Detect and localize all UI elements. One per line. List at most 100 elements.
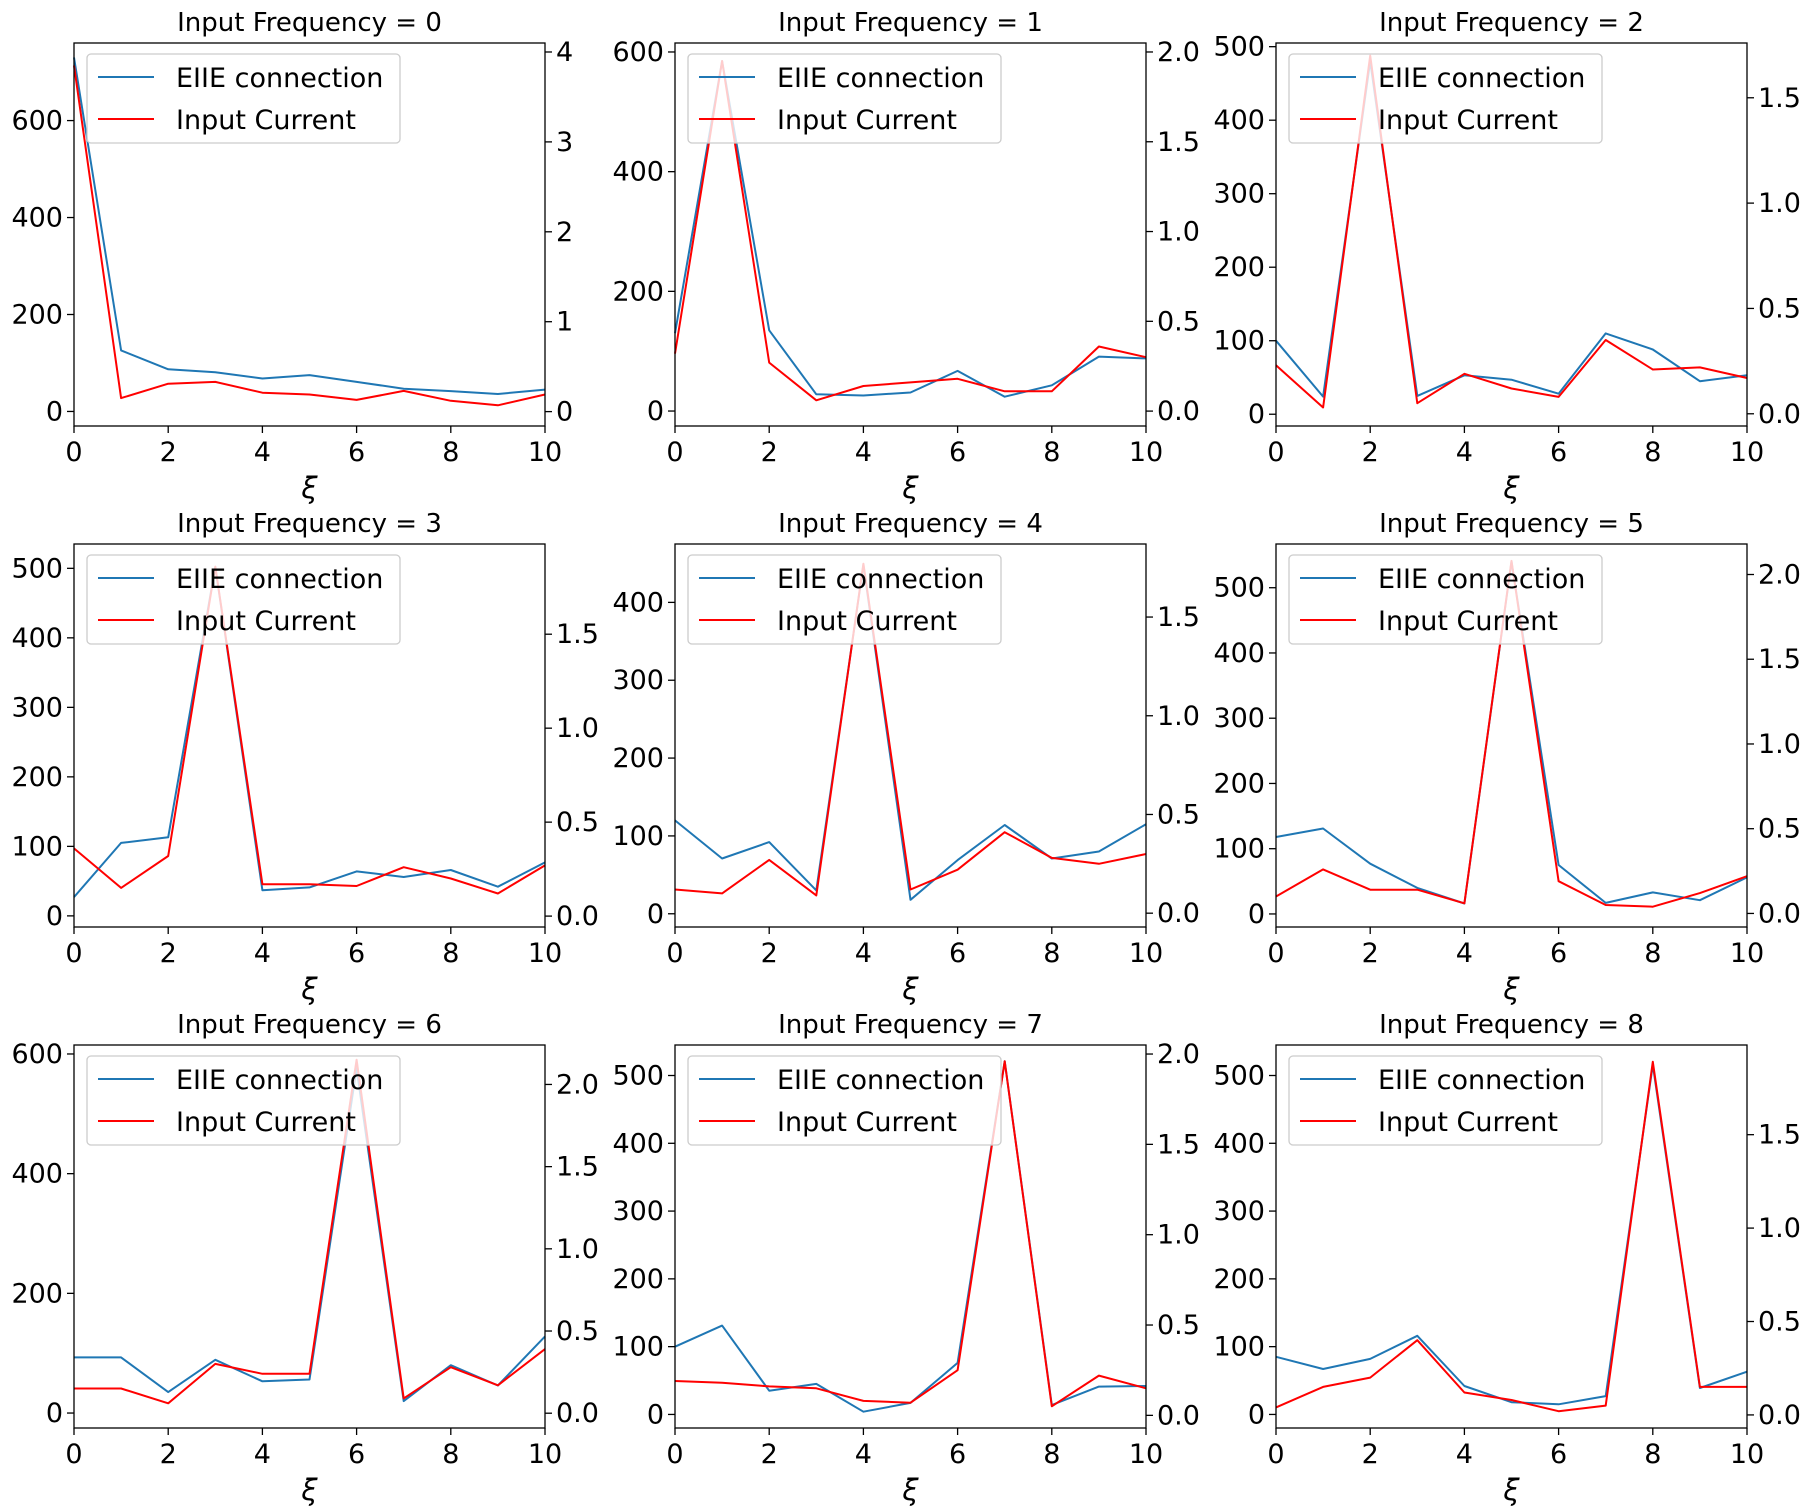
x-tick-label: 8: [1644, 437, 1661, 468]
legend-box: [86, 1055, 401, 1146]
y-left-tick-label: 400: [612, 1128, 664, 1159]
subplot-title: Input Frequency = 8: [1379, 1010, 1644, 1040]
x-axis-label: ξ: [300, 471, 318, 505]
y-left-tick-label: 600: [11, 1039, 63, 1070]
y-right-tick-label: 0: [556, 397, 573, 428]
y-left-tick-label: 0: [647, 899, 664, 930]
y-right-tick-label: 2.0: [1758, 560, 1801, 591]
legend-input-label: Input Current: [1378, 606, 1558, 637]
x-axis-label: ξ: [901, 471, 919, 505]
y-right-tick-label: 0.0: [1758, 898, 1801, 929]
x-tick-label: 2: [1362, 938, 1379, 969]
subplot-6: Input Frequency = 6 0 2 4 6 8 10 0 200 400 600 0.0 0…: [11, 1010, 599, 1507]
y-left-tick-label: 300: [1213, 179, 1265, 210]
axes-frame: [1275, 543, 1748, 928]
legend-eiie-label: EIIE connection: [1378, 564, 1585, 595]
subplot-title: Input Frequency = 2: [1379, 8, 1644, 38]
y-left-tick-label: 0: [46, 396, 63, 427]
y-right-tick-label: 1.0: [1157, 217, 1200, 248]
x-tick-label: 8: [1644, 938, 1661, 969]
legend-box: [687, 53, 1002, 144]
eiie-connection-line: [73, 57, 546, 395]
legend: EIIE connection Input Current: [687, 53, 1002, 144]
legend-eiie-label: EIIE connection: [1378, 1065, 1585, 1096]
x-tick-label: 6: [348, 437, 365, 468]
y-left-tick-label: 300: [1213, 1196, 1265, 1227]
y-right-tick-label: 1.0: [1758, 1213, 1801, 1244]
subplot-1: Input Frequency = 1 0 2 4 6 8 10 0 200 400 600 0.0 0…: [612, 8, 1200, 505]
y-left-tick-label: 0: [1248, 1399, 1265, 1430]
input-current-line: [1275, 54, 1748, 409]
y-right-tick-label: 3: [556, 127, 573, 158]
x-tick-label: 2: [761, 938, 778, 969]
input-current-line: [74, 1058, 546, 1405]
x-tick-label: 10: [1730, 437, 1764, 468]
y-right-tick-label: 0.0: [1758, 399, 1801, 430]
x-tick-label: 2: [160, 1439, 177, 1470]
y-right-tick-label: 2: [556, 217, 573, 248]
x-tick-label: 0: [1267, 437, 1284, 468]
y-right-tick-label: 2.0: [1157, 37, 1200, 68]
subplot-3: Input Frequency = 30 2 4 6 8 1001002003004005…: [11, 509, 599, 1006]
y-left-tick-label: 200: [11, 1278, 63, 1309]
input-current-line: [73, 565, 546, 895]
subplot-title: Input Frequency = 5: [1379, 509, 1644, 539]
x-tick-label: 2: [761, 1439, 778, 1470]
subplot-8: Input Frequency = 80 2 4 6 8 1001002003004005…: [1213, 1010, 1801, 1507]
y-right-tick-label: 1.0: [556, 1234, 599, 1265]
legend-input-label: Input Current: [777, 1107, 957, 1138]
y-right-tick-label: 1.5: [1157, 602, 1200, 633]
y-right-tick-label: 1.0: [1157, 1220, 1200, 1251]
x-tick-label: 6: [949, 1439, 966, 1470]
y-right-tick-label: 0.0: [556, 1398, 599, 1429]
y-left-tick-label: 100: [11, 831, 63, 862]
x-tick-label: 10: [1730, 1439, 1764, 1470]
x-tick-label: 4: [254, 938, 271, 969]
legend-eiie-label: EIIE connection: [176, 564, 383, 595]
y-left-tick-label: 200: [612, 1264, 664, 1295]
legend-eiie-label: EIIE connection: [1378, 63, 1585, 94]
x-tick-label: 0: [65, 437, 82, 468]
legend-input-label: Input Current: [176, 105, 356, 136]
x-tick-label: 4: [855, 1439, 872, 1470]
y-left-tick-label: 500: [1213, 573, 1265, 604]
x-tick-label: 8: [442, 938, 459, 969]
eiie-connection-line: [73, 565, 546, 898]
x-tick-label: 10: [1129, 437, 1163, 468]
x-tick-label: 10: [1730, 938, 1764, 969]
y-right-tick-label: 1.0: [1758, 188, 1801, 219]
x-axis-label: ξ: [901, 1473, 919, 1507]
y-right-tick-label: 1.5: [1758, 83, 1801, 114]
legend: EIIE connection Input Current: [86, 1055, 401, 1146]
x-axis-label: ξ: [1502, 972, 1520, 1006]
y-left-tick-label: 600: [612, 37, 664, 68]
y-right-tick-label: 0.0: [1157, 396, 1200, 427]
x-tick-label: 8: [1644, 1439, 1661, 1470]
x-tick-label: 2: [160, 437, 177, 468]
x-tick-label: 4: [1456, 437, 1473, 468]
subplot-0: Input Frequency = 0 0 2 4 6 8 10 0 200 400 600 0 1 2 3…: [11, 8, 573, 505]
x-tick-label: 6: [348, 1439, 365, 1470]
y-left-tick-label: 400: [612, 157, 664, 188]
x-tick-label: 4: [855, 938, 872, 969]
x-axis-label: ξ: [300, 972, 318, 1006]
x-tick-label: 8: [1043, 1439, 1060, 1470]
legend: EIIE connection Input Current: [1288, 53, 1603, 144]
y-left-tick-label: 0: [46, 901, 63, 932]
y-right-tick-label: 1.5: [556, 1152, 599, 1183]
x-axis-label: ξ: [1502, 1473, 1520, 1507]
axes-frame: [73, 1044, 546, 1429]
x-tick-label: 0: [1267, 938, 1284, 969]
input-current-line: [73, 65, 546, 407]
y-right-tick-label: 0.5: [556, 807, 599, 838]
x-tick-label: 4: [1456, 938, 1473, 969]
subplot-title: Input Frequency = 4: [778, 509, 1043, 539]
eiie-connection-line: [74, 1067, 546, 1403]
axes-frame: [1275, 1044, 1748, 1429]
x-tick-label: 0: [666, 437, 683, 468]
x-tick-label: 8: [1043, 437, 1060, 468]
x-tick-label: 6: [1550, 938, 1567, 969]
y-left-tick-label: 500: [1213, 32, 1265, 63]
y-left-tick-label: 0: [1248, 399, 1265, 430]
x-tick-label: 2: [160, 938, 177, 969]
